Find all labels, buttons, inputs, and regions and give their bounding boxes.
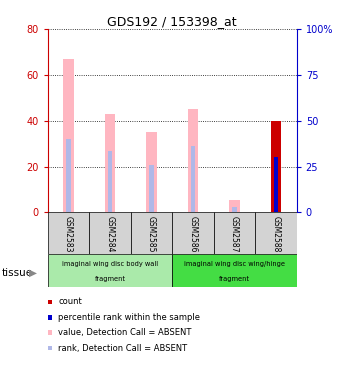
Text: GSM2588: GSM2588 [271, 216, 280, 252]
Text: GSM2585: GSM2585 [147, 216, 156, 252]
Bar [48, 254, 172, 287]
Text: rank, Detection Call = ABSENT: rank, Detection Call = ABSENT [58, 344, 188, 352]
Bar [191, 146, 195, 212]
Bar [214, 212, 255, 254]
Text: GSM2586: GSM2586 [189, 216, 197, 252]
Bar [232, 207, 237, 212]
Text: GSM2587: GSM2587 [230, 216, 239, 252]
Bar [63, 59, 74, 212]
Bar [172, 212, 214, 254]
Bar [255, 212, 297, 254]
Text: GSM2584: GSM2584 [105, 216, 115, 252]
Bar [149, 165, 153, 212]
Bar [66, 139, 71, 212]
Bar [48, 212, 89, 254]
Text: count: count [58, 298, 82, 306]
Bar [271, 121, 281, 212]
Bar [105, 114, 115, 212]
Text: imaginal wing disc body wall: imaginal wing disc body wall [62, 261, 158, 267]
Text: fragment: fragment [219, 276, 250, 282]
Text: value, Detection Call = ABSENT: value, Detection Call = ABSENT [58, 328, 192, 337]
Bar [172, 254, 297, 287]
Bar [89, 212, 131, 254]
Bar [274, 157, 278, 212]
Text: ▶: ▶ [29, 268, 37, 278]
Text: imaginal wing disc wing/hinge: imaginal wing disc wing/hinge [184, 261, 285, 267]
Text: fragment: fragment [94, 276, 125, 282]
Bar [229, 200, 240, 212]
Bar [108, 151, 112, 212]
Bar [131, 212, 172, 254]
Text: GSM2583: GSM2583 [64, 216, 73, 252]
Bar [188, 109, 198, 212]
Title: GDS192 / 153398_at: GDS192 / 153398_at [107, 15, 237, 28]
Text: tissue: tissue [2, 268, 33, 278]
Bar [146, 132, 157, 212]
Text: percentile rank within the sample: percentile rank within the sample [58, 313, 201, 322]
